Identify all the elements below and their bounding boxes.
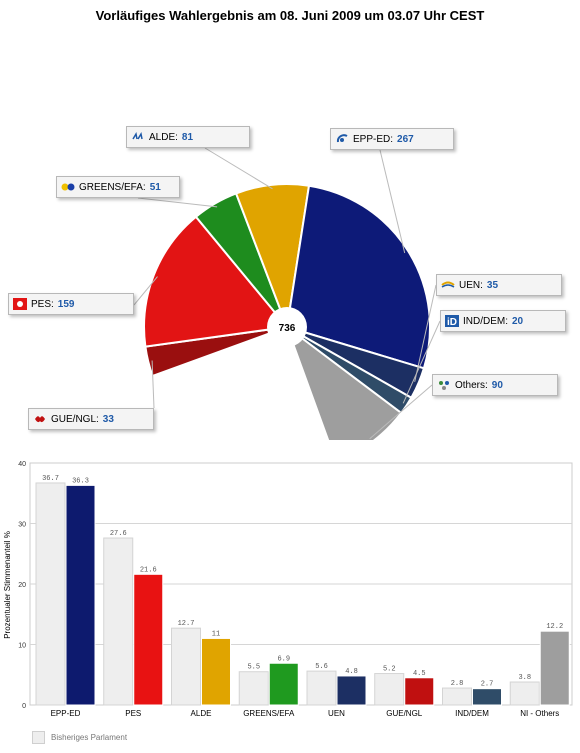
bar-previous-pes [103, 537, 134, 706]
pie-label-pes: PES: 159 [8, 293, 134, 315]
pie-leader-others [369, 384, 433, 440]
pie-label-group: ALDE: [149, 131, 178, 143]
greens-logo-icon [61, 181, 79, 193]
pie-label-seats: 33 [102, 413, 114, 425]
pie-label-seats: 20 [512, 315, 524, 327]
bar-current-alde [201, 637, 231, 706]
bar-current-epp-ed [65, 484, 96, 706]
pie-label-seats: 35 [486, 279, 499, 291]
x-category-label: EPP-ED [51, 709, 81, 718]
bar-value-label: 5.5 [247, 664, 260, 672]
pie-leader-epp-ed [379, 149, 406, 254]
svg-text:iD: iD [447, 317, 457, 327]
pie-leader-gue-ngl [151, 360, 155, 409]
bar-previous-greens-efa [238, 671, 269, 706]
pie-leader-ind-dem [402, 320, 441, 404]
bar-current-greens-efa [268, 662, 299, 706]
bar-current-ni-others [539, 630, 570, 706]
y-axis-label: Prozentualer Stimmenanteil % [3, 531, 12, 639]
bar-value-label: 5.6 [315, 663, 328, 671]
uen-logo-icon [441, 279, 459, 291]
bar-previous-ind-dem [442, 687, 472, 706]
pie-slice-epp-ed [285, 184, 431, 370]
pie-label-group: IND/DEM: [463, 315, 508, 327]
bar-current-gue-ngl [404, 677, 435, 706]
pie-label-group: GREENS/EFA: [79, 181, 146, 193]
bar-value-label: 12.2 [546, 623, 563, 631]
pie-label-uen: UEN: 35 [436, 274, 562, 296]
bar-previous-gue-ngl [374, 673, 405, 706]
bar-previous-alde [171, 627, 201, 706]
bar-value-label: 2.8 [451, 680, 464, 688]
bar-value-label: 3.8 [518, 674, 531, 682]
y-tick-label: 0 [22, 703, 26, 710]
pie-center-hole [267, 307, 307, 347]
x-category-label: GUE/NGL [386, 709, 423, 718]
pie-leader-alde [204, 147, 273, 190]
bar-value-label: 4.5 [413, 670, 426, 678]
pie-label-seats: 90 [491, 379, 503, 391]
pie-label-gue-ngl: GUE/NGL: 33 [28, 408, 154, 430]
y-tick-label: 10 [18, 643, 26, 650]
pie-leader-pes [133, 276, 158, 306]
bar-previous-ni-others [509, 681, 540, 706]
pie-slice-pes [143, 215, 289, 348]
pie-label-epp-ed: EPP-ED: 267 [330, 128, 454, 150]
guengl-logo-icon [33, 413, 51, 425]
pie-label-group: PES: [31, 298, 54, 310]
pie-label-seats: 81 [181, 131, 194, 143]
x-category-label: IND/DEM [455, 709, 489, 718]
alde-logo-icon [131, 131, 149, 143]
y-tick-label: 20 [18, 582, 26, 589]
bar-value-label: 5.2 [383, 666, 396, 674]
pes-logo-icon [13, 298, 31, 310]
legend-swatch [32, 731, 45, 744]
bar-previous-epp-ed [35, 482, 66, 706]
pie-label-group: Others: [455, 379, 488, 391]
bar-current-pes [133, 573, 164, 706]
bar-value-label: 12.7 [178, 620, 195, 628]
bar-value-label: 21.6 [140, 566, 157, 574]
bar-previous-uen [306, 670, 337, 706]
pie-label-alde: ALDE: 81 [126, 126, 250, 148]
pie-label-group: UEN: [459, 279, 483, 291]
x-category-label: GREENS/EFA [243, 709, 295, 718]
total-seats-label: 736 [279, 323, 296, 334]
inddem-logo-icon: iD [445, 315, 463, 327]
pie-leader-uen [414, 284, 437, 382]
bar-value-label: 36.7 [42, 475, 59, 483]
others-logo-icon [437, 379, 455, 391]
pie-label-greens-efa: GREENS/EFA: 51 [56, 176, 180, 198]
pie-label-ind-dem: iD IND/DEM: 20 [440, 310, 566, 332]
x-category-label: NI - Others [520, 709, 559, 718]
bar-value-label: 6.9 [277, 655, 290, 663]
bar-value-label: 36.3 [72, 477, 89, 485]
x-category-label: PES [125, 709, 141, 718]
bar-current-uen [336, 675, 367, 706]
pie-slice-others [284, 324, 403, 440]
bar-value-label: 27.6 [110, 530, 127, 538]
bar-current-ind-dem [472, 688, 502, 706]
y-tick-label: 40 [18, 461, 26, 468]
chart-title: Vorläufiges Wahlergebnis am 08. Juni 200… [95, 8, 485, 23]
y-tick-label: 30 [18, 522, 26, 529]
x-category-label: ALDE [191, 709, 212, 718]
bar-value-label: 2.7 [481, 681, 494, 689]
bar-legend: Bisheriges Parlament [32, 731, 127, 744]
x-category-label: UEN [328, 709, 345, 718]
legend-label: Bisheriges Parlament [51, 733, 128, 742]
pie-label-group: GUE/NGL: [51, 413, 99, 425]
pie-label-group: EPP-ED: [353, 133, 394, 145]
pie-label-seats: 51 [149, 181, 161, 193]
pie-leader-greens-efa [137, 197, 218, 208]
pie-label-others: Others: 90 [432, 374, 558, 396]
pie-label-seats: 159 [57, 298, 75, 310]
epp-logo-icon [335, 133, 353, 145]
bar-value-label: 11 [212, 630, 220, 638]
pie-label-seats: 267 [397, 133, 414, 145]
bar-value-label: 4.8 [345, 668, 358, 676]
seat-distribution-pie: 736 [133, 147, 441, 440]
